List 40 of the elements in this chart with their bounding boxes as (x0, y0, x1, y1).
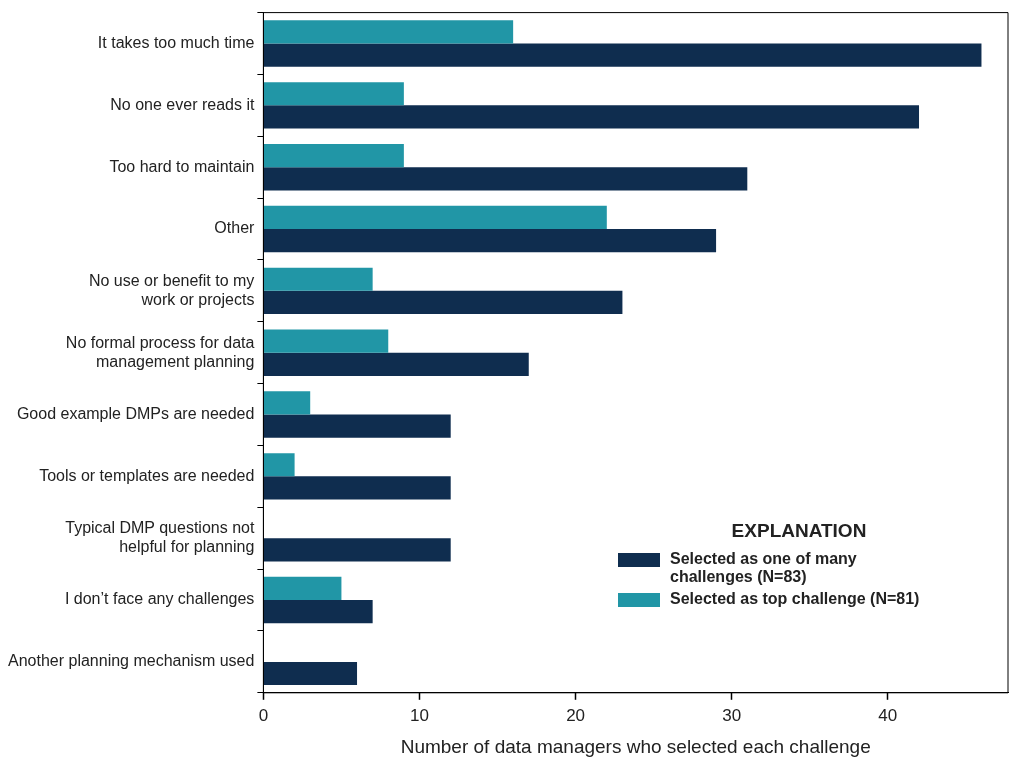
x-tick-label: 0 (258, 705, 269, 725)
legend-label: Selected as top challenge (N=81) (670, 590, 920, 608)
bar (263, 144, 404, 168)
y-tick-label: I don’t face any challenges (64, 590, 255, 608)
y-tick-label: Other (214, 219, 256, 237)
legend-title: EXPLANATION (730, 520, 868, 542)
bar (263, 229, 717, 253)
y-tick-label: It takes too much time (97, 33, 255, 51)
bar (263, 600, 373, 624)
bar (263, 105, 920, 129)
bar (263, 20, 514, 44)
bar (263, 352, 529, 376)
bar (263, 205, 607, 230)
y-tick-label: Good example DMPs are needed (16, 404, 255, 422)
x-axis-title: Number of data managers who selected each challenge (400, 735, 871, 757)
bar (263, 43, 982, 67)
y-tick-label: Typical DMP questions not helpful for planning (65, 519, 255, 556)
x-tick-label: 40 (878, 705, 898, 725)
bar (263, 538, 451, 562)
x-tick-label: 20 (566, 705, 586, 725)
y-tick-label: No use or benefit to my work or projects (88, 271, 255, 308)
legend-label: Selected as one of many challenges (N=83) (670, 550, 858, 586)
x-tick-label: 10 (410, 705, 429, 725)
y-tick-label: Tools or templates are needed (39, 466, 255, 484)
bar (263, 82, 404, 106)
y-tick-label: Too hard to maintain (109, 157, 255, 175)
bar (263, 476, 451, 500)
y-tick-label: No one ever reads it (110, 95, 255, 113)
y-tick-label: No formal process for data management planning (65, 333, 255, 370)
bar (263, 267, 373, 291)
y-tick-label: Another planning mechanism used (8, 652, 255, 670)
bar (263, 576, 342, 601)
bar (263, 391, 311, 415)
bar (263, 414, 451, 438)
bar (263, 661, 358, 686)
bar (263, 453, 295, 477)
bar (263, 329, 389, 353)
bar (263, 290, 623, 315)
x-tick-label: 30 (722, 705, 742, 725)
bar (263, 167, 748, 191)
